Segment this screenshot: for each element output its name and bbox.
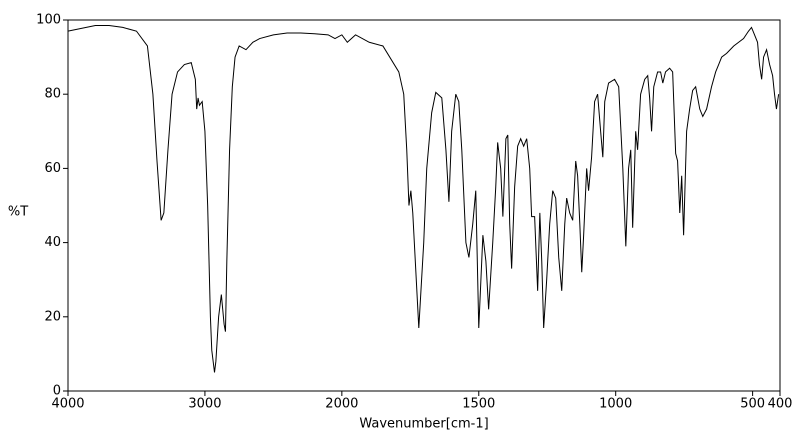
y-tick-label: 100 (36, 13, 61, 28)
x-tick-label: 500 (740, 397, 765, 412)
x-tick-label: 4000 (51, 397, 84, 412)
y-tick-label: 20 (44, 309, 61, 324)
plot-frame (67, 19, 781, 392)
x-tick-label: 1000 (599, 397, 632, 412)
spectrum-line (67, 25, 780, 373)
x-axis-label: Wavenumber[cm-1] (359, 417, 488, 432)
x-tick-label: 3000 (188, 397, 221, 412)
y-tick-label: 0 (53, 384, 61, 399)
y-tick-label: 40 (44, 235, 61, 250)
y-tick-label: 80 (44, 87, 61, 102)
y-tick-label: 60 (44, 161, 61, 176)
x-tick-label: 2000 (325, 397, 358, 412)
y-axis-label: %T (8, 205, 28, 220)
x-tick-label: 400 (768, 397, 793, 412)
x-tick-label: 1500 (462, 397, 495, 412)
